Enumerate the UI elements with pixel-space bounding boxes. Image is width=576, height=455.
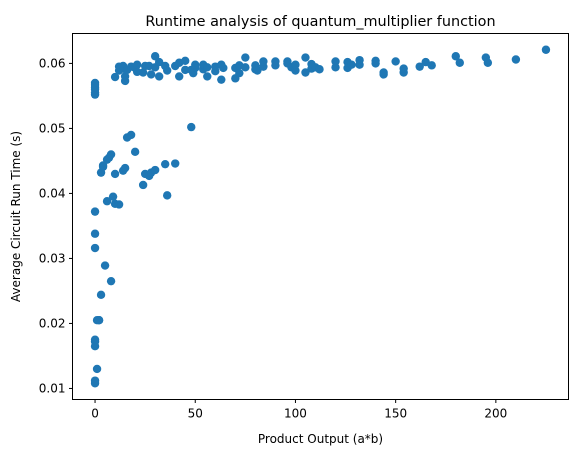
data-point xyxy=(162,191,172,200)
data-point xyxy=(455,58,464,67)
data-point xyxy=(301,53,310,62)
data-point xyxy=(187,122,196,132)
data-point xyxy=(114,200,124,209)
data-point xyxy=(102,197,112,206)
data-point xyxy=(94,315,104,325)
x-axis-ticks: 0 50 100 150 200 xyxy=(91,399,507,421)
data-point xyxy=(217,75,226,84)
data-point xyxy=(106,276,116,286)
data-point xyxy=(291,60,300,69)
x-tick-label: 150 xyxy=(384,407,407,421)
data-point xyxy=(271,57,280,66)
y-tick-label: 0.04 xyxy=(39,187,66,201)
y-axis-label: Average Circuit Run Time (s) xyxy=(9,131,23,302)
data-point xyxy=(150,52,160,61)
data-point xyxy=(347,60,356,69)
data-point xyxy=(283,57,292,66)
y-tick-label: 0.01 xyxy=(39,382,66,396)
data-point xyxy=(90,243,100,253)
data-point xyxy=(371,59,380,68)
data-point xyxy=(259,57,268,66)
data-point xyxy=(331,57,340,66)
data-point xyxy=(355,60,364,69)
y-tick-label: 0.06 xyxy=(39,57,66,71)
y-tick-label: 0.02 xyxy=(39,317,66,331)
data-point xyxy=(108,192,118,201)
data-point xyxy=(90,335,100,344)
y-tick-label: 0.05 xyxy=(39,122,66,136)
data-points xyxy=(90,45,551,388)
data-point xyxy=(253,66,262,75)
data-point xyxy=(110,169,120,179)
data-point xyxy=(511,55,521,64)
data-point xyxy=(90,376,100,385)
data-point xyxy=(241,53,250,62)
data-point xyxy=(391,57,400,66)
data-point xyxy=(126,130,136,140)
x-tick-label: 0 xyxy=(91,407,99,421)
chart-title: Runtime analysis of quantum_multiplier f… xyxy=(145,14,495,30)
x-tick-label: 200 xyxy=(484,407,507,421)
y-axis-ticks: 0.01 0.02 0.03 0.04 0.05 0.06 xyxy=(39,57,73,396)
data-point xyxy=(160,159,170,169)
data-point xyxy=(110,72,120,82)
data-point xyxy=(291,66,300,75)
data-point xyxy=(150,165,160,175)
data-point xyxy=(98,161,108,170)
data-point xyxy=(146,70,156,79)
plot-area-frame xyxy=(72,33,569,400)
data-point xyxy=(106,150,116,159)
data-point xyxy=(90,229,100,238)
x-axis-label: Product Output (a*b) xyxy=(258,432,383,446)
x-tick-label: 100 xyxy=(284,407,307,421)
data-point xyxy=(301,68,310,77)
data-point xyxy=(120,72,130,81)
data-point xyxy=(162,66,172,75)
data-point xyxy=(92,364,102,374)
data-point xyxy=(235,68,244,78)
data-point xyxy=(100,261,110,270)
data-point xyxy=(181,65,190,75)
data-point xyxy=(130,147,140,157)
data-point xyxy=(132,60,142,69)
data-point xyxy=(154,57,164,67)
data-point xyxy=(483,58,493,67)
data-point xyxy=(427,61,436,70)
data-point xyxy=(241,63,250,72)
data-point xyxy=(138,180,148,190)
data-point xyxy=(415,62,424,71)
data-point xyxy=(96,290,106,300)
data-point xyxy=(138,68,148,77)
data-point xyxy=(541,45,551,54)
data-point xyxy=(181,56,190,65)
y-tick-label: 0.03 xyxy=(39,252,66,266)
data-point xyxy=(154,72,164,81)
x-tick-label: 50 xyxy=(188,407,203,421)
data-point xyxy=(451,52,460,61)
data-point xyxy=(90,78,100,88)
data-point xyxy=(219,63,228,73)
data-point xyxy=(90,207,100,216)
data-point xyxy=(315,65,324,74)
data-point xyxy=(171,159,180,168)
data-point xyxy=(191,60,200,69)
data-point xyxy=(379,68,388,77)
data-point xyxy=(399,64,408,73)
data-point xyxy=(203,63,212,72)
data-point xyxy=(331,63,340,72)
data-point xyxy=(175,72,184,81)
data-point xyxy=(120,163,130,173)
data-point xyxy=(203,72,212,81)
